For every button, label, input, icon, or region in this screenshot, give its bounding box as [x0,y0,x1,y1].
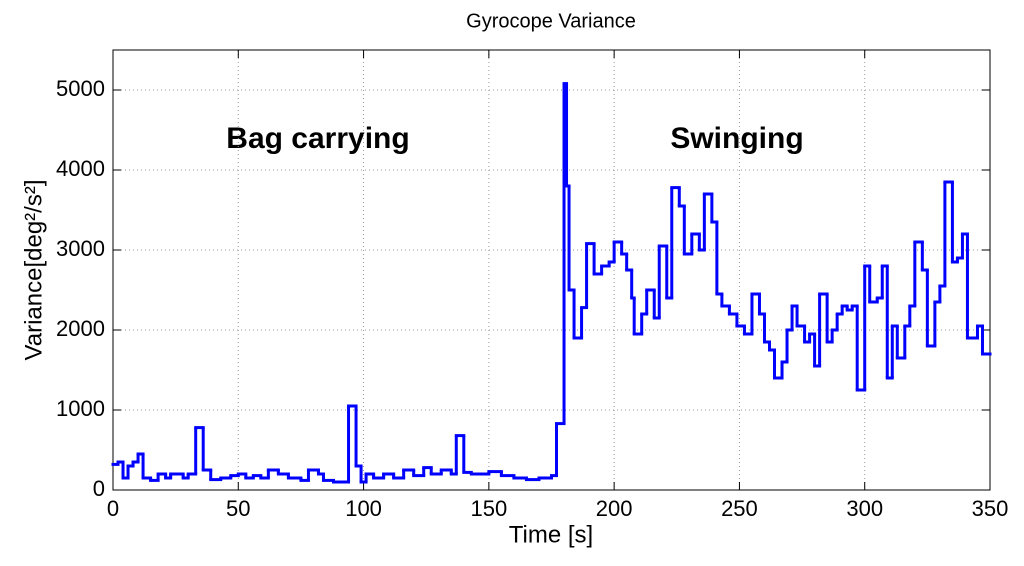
x-tick-label: 350 [972,496,1009,521]
annotation: Bag carrying [226,122,409,155]
y-tick-label: 4000 [56,156,105,181]
x-tick-label: 150 [470,496,507,521]
y-tick-label: 2000 [56,316,105,341]
y-tick-label: 5000 [56,76,105,101]
plot-frame [112,49,991,491]
x-tick-label: 300 [846,496,883,521]
annotation: Swinging [670,122,803,155]
y-tick-label: 0 [93,476,105,501]
x-tick-label: 50 [226,496,250,521]
y-axis-label: Variance[deg²/s²] [20,180,47,361]
chart-title: Gyrocope Variance [466,10,636,32]
x-tick-label: 100 [345,496,382,521]
x-tick-label: 250 [721,496,758,521]
y-tick-label: 3000 [56,236,105,261]
x-tick-label: 0 [107,496,119,521]
y-tick-label: 1000 [56,396,105,421]
x-axis-label: Time [s] [509,521,593,548]
x-tick-label: 200 [596,496,633,521]
